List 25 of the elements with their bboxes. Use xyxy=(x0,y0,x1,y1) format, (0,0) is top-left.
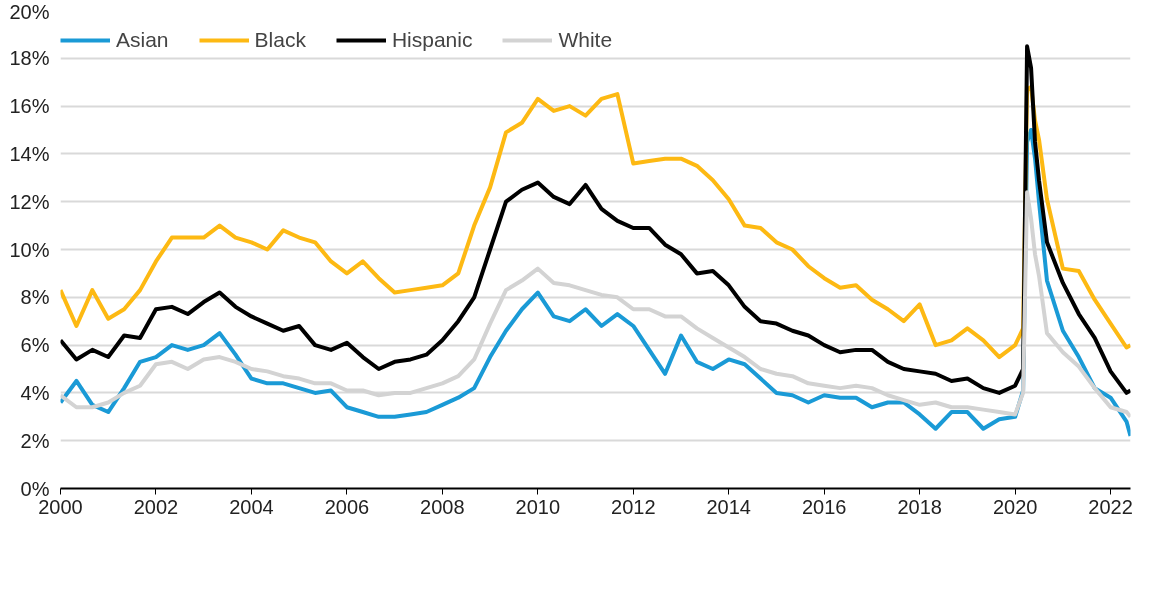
y-tick-label: 4% xyxy=(20,381,50,404)
x-tick-label: 2014 xyxy=(706,495,752,518)
x-tick-label: 2012 xyxy=(611,495,656,518)
y-tick-label: 14% xyxy=(9,142,50,165)
x-tick-label: 2004 xyxy=(229,495,274,518)
legend-label: Black xyxy=(254,28,306,52)
x-tick-label: 2016 xyxy=(801,495,847,518)
x-tick-label: 2018 xyxy=(897,495,942,518)
y-tick-label: 2% xyxy=(20,429,50,452)
legend-label: White xyxy=(558,28,613,52)
y-tick-label: 18% xyxy=(9,47,50,70)
y-tick-label: 16% xyxy=(9,95,50,118)
x-tick-label: 2008 xyxy=(420,495,465,518)
y-tick-label: 12% xyxy=(9,190,50,213)
y-tick-label: 6% xyxy=(20,334,50,357)
x-tick-label: 2010 xyxy=(515,495,561,518)
x-tick-label: 2020 xyxy=(992,495,1038,518)
y-tick-label: 20% xyxy=(9,0,50,23)
legend-label: Hispanic xyxy=(391,28,473,52)
y-tick-label: 8% xyxy=(20,286,50,309)
legend-label: Asian xyxy=(116,28,169,52)
x-tick-label: 2002 xyxy=(133,495,179,518)
y-tick-label: 10% xyxy=(9,238,50,261)
x-tick-label: 2006 xyxy=(324,495,370,518)
x-tick-label: 2022 xyxy=(1088,495,1133,518)
